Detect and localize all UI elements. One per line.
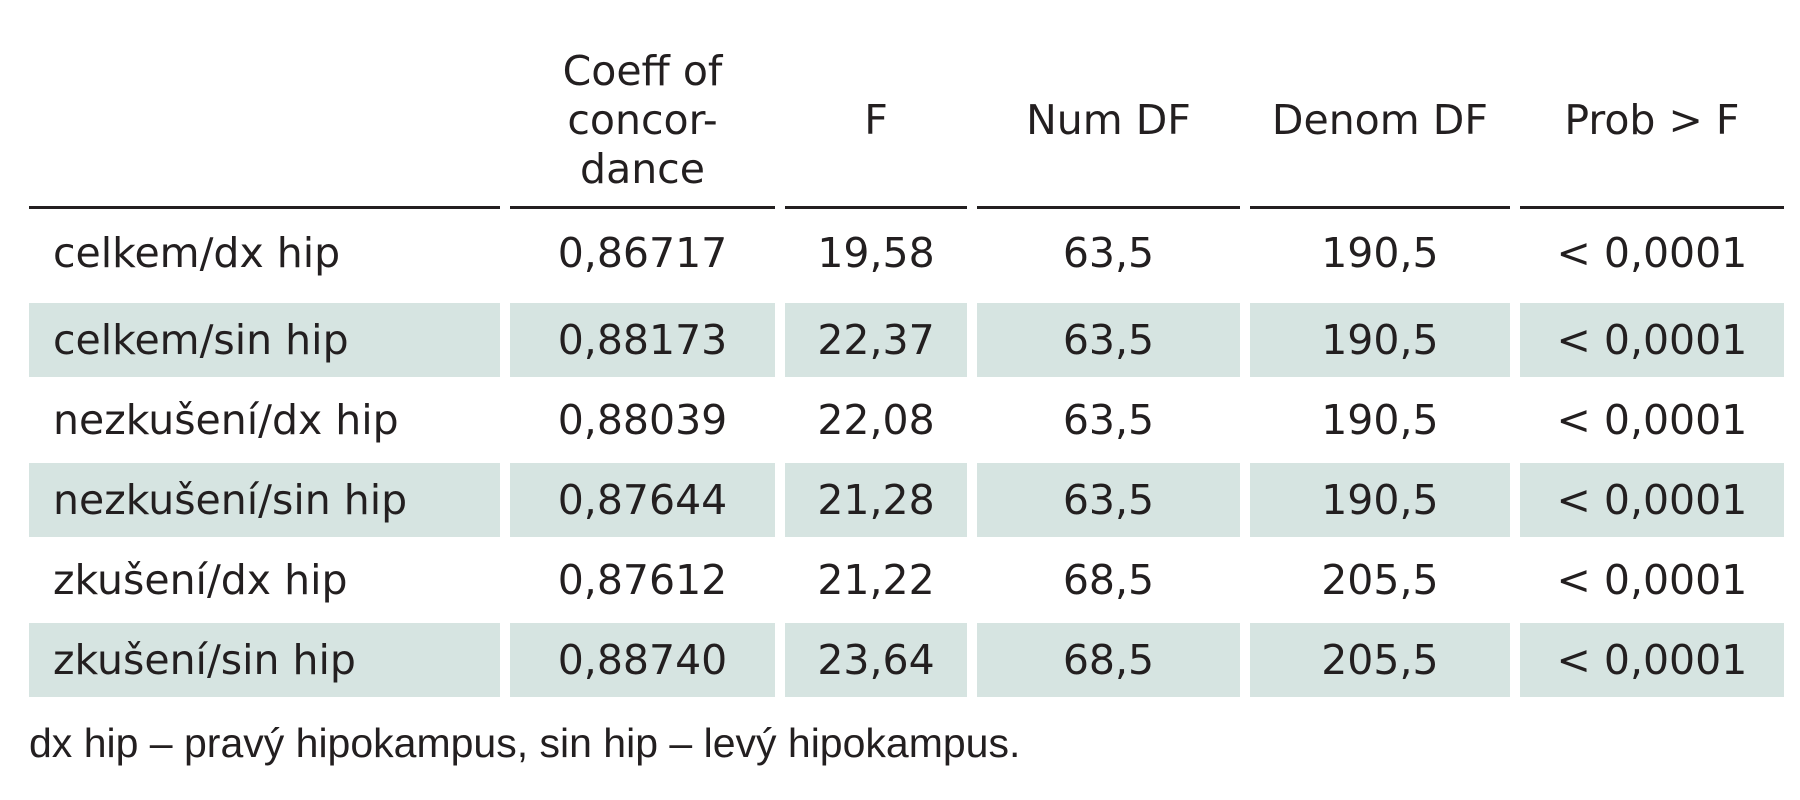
concordance-table-container: Coeff of concor- dance F Num DF Denom DF…: [29, 34, 1784, 697]
row-label-cell: celkem/dx hip: [53, 229, 341, 277]
row-label-cell: zkušení/dx hip: [29, 537, 500, 617]
coeff-cell: 0,87644: [509, 457, 776, 537]
table-row: zkušení/sin hip 0,88740 23,64 68,5 205,5…: [29, 617, 1784, 697]
f-cell: 21,28: [785, 457, 967, 537]
header-prob-f: Prob > F: [1519, 34, 1784, 209]
coeff-cell: 0,88039: [509, 377, 776, 457]
header-coeff-line-1: Coeff of: [562, 46, 723, 95]
prob-cell: < 0,0001: [1519, 297, 1784, 377]
row-label-cell: zkušení/sin hip: [29, 617, 500, 697]
prob-cell: < 0,0001: [1519, 537, 1784, 617]
row-label-cell: celkem/sin hip: [29, 297, 500, 377]
num-df-cell: 68,5: [976, 617, 1241, 697]
num-df-cell: 63,5: [1062, 229, 1155, 277]
header-coeff-of-concordance: Coeff of concor- dance: [509, 34, 776, 209]
header-row-label: [29, 34, 500, 209]
header-denom-df: Denom DF: [1250, 34, 1510, 209]
table-row: nezkušení/dx hip 0,88039 22,08 63,5 190,…: [29, 377, 1784, 457]
prob-cell: < 0,0001: [1519, 377, 1784, 457]
denom-df-cell: 205,5: [1250, 537, 1510, 617]
coeff-cell: 0,86717: [557, 229, 728, 277]
row-label-cell: nezkušení/dx hip: [29, 377, 500, 457]
num-df-cell: 68,5: [976, 537, 1241, 617]
table-footnote: dx hip – pravý hipokampus, sin hip – lev…: [29, 720, 1021, 766]
denom-df-cell: 205,5: [1250, 617, 1510, 697]
prob-cell: < 0,0001: [1556, 229, 1748, 277]
coeff-cell: 0,88740: [509, 617, 776, 697]
prob-cell: < 0,0001: [1519, 617, 1784, 697]
f-cell: 19,58: [817, 229, 935, 277]
row-label-cell: nezkušení/sin hip: [29, 457, 500, 537]
header-f: F: [785, 34, 967, 209]
denom-df-cell: 190,5: [1250, 297, 1510, 377]
table-row: celkem/sin hip 0,88173 22,37 63,5 190,5 …: [29, 297, 1784, 377]
denom-df-cell: 190,5: [1321, 229, 1439, 277]
concordance-table: Coeff of concor- dance F Num DF Denom DF…: [19, 34, 1794, 697]
denom-df-cell: 190,5: [1250, 457, 1510, 537]
f-cell: 21,22: [785, 537, 967, 617]
header-coeff-line-3: dance: [580, 144, 705, 193]
table-header-row: Coeff of concor- dance F Num DF Denom DF…: [29, 34, 1784, 209]
table-row: celkem/dx hip 0,86717 19,58 63,5 190,5 <…: [29, 209, 1784, 297]
prob-cell: < 0,0001: [1519, 457, 1784, 537]
header-coeff-line-2: concor-: [567, 95, 718, 144]
table-row: zkušení/dx hip 0,87612 21,22 68,5 205,5 …: [29, 537, 1784, 617]
table-row: nezkušení/sin hip 0,87644 21,28 63,5 190…: [29, 457, 1784, 537]
header-num-df: Num DF: [976, 34, 1241, 209]
f-cell: 23,64: [785, 617, 967, 697]
coeff-cell: 0,88173: [509, 297, 776, 377]
f-cell: 22,37: [785, 297, 967, 377]
num-df-cell: 63,5: [976, 377, 1241, 457]
denom-df-cell: 190,5: [1250, 377, 1510, 457]
coeff-cell: 0,87612: [509, 537, 776, 617]
num-df-cell: 63,5: [976, 457, 1241, 537]
f-cell: 22,08: [785, 377, 967, 457]
num-df-cell: 63,5: [976, 297, 1241, 377]
